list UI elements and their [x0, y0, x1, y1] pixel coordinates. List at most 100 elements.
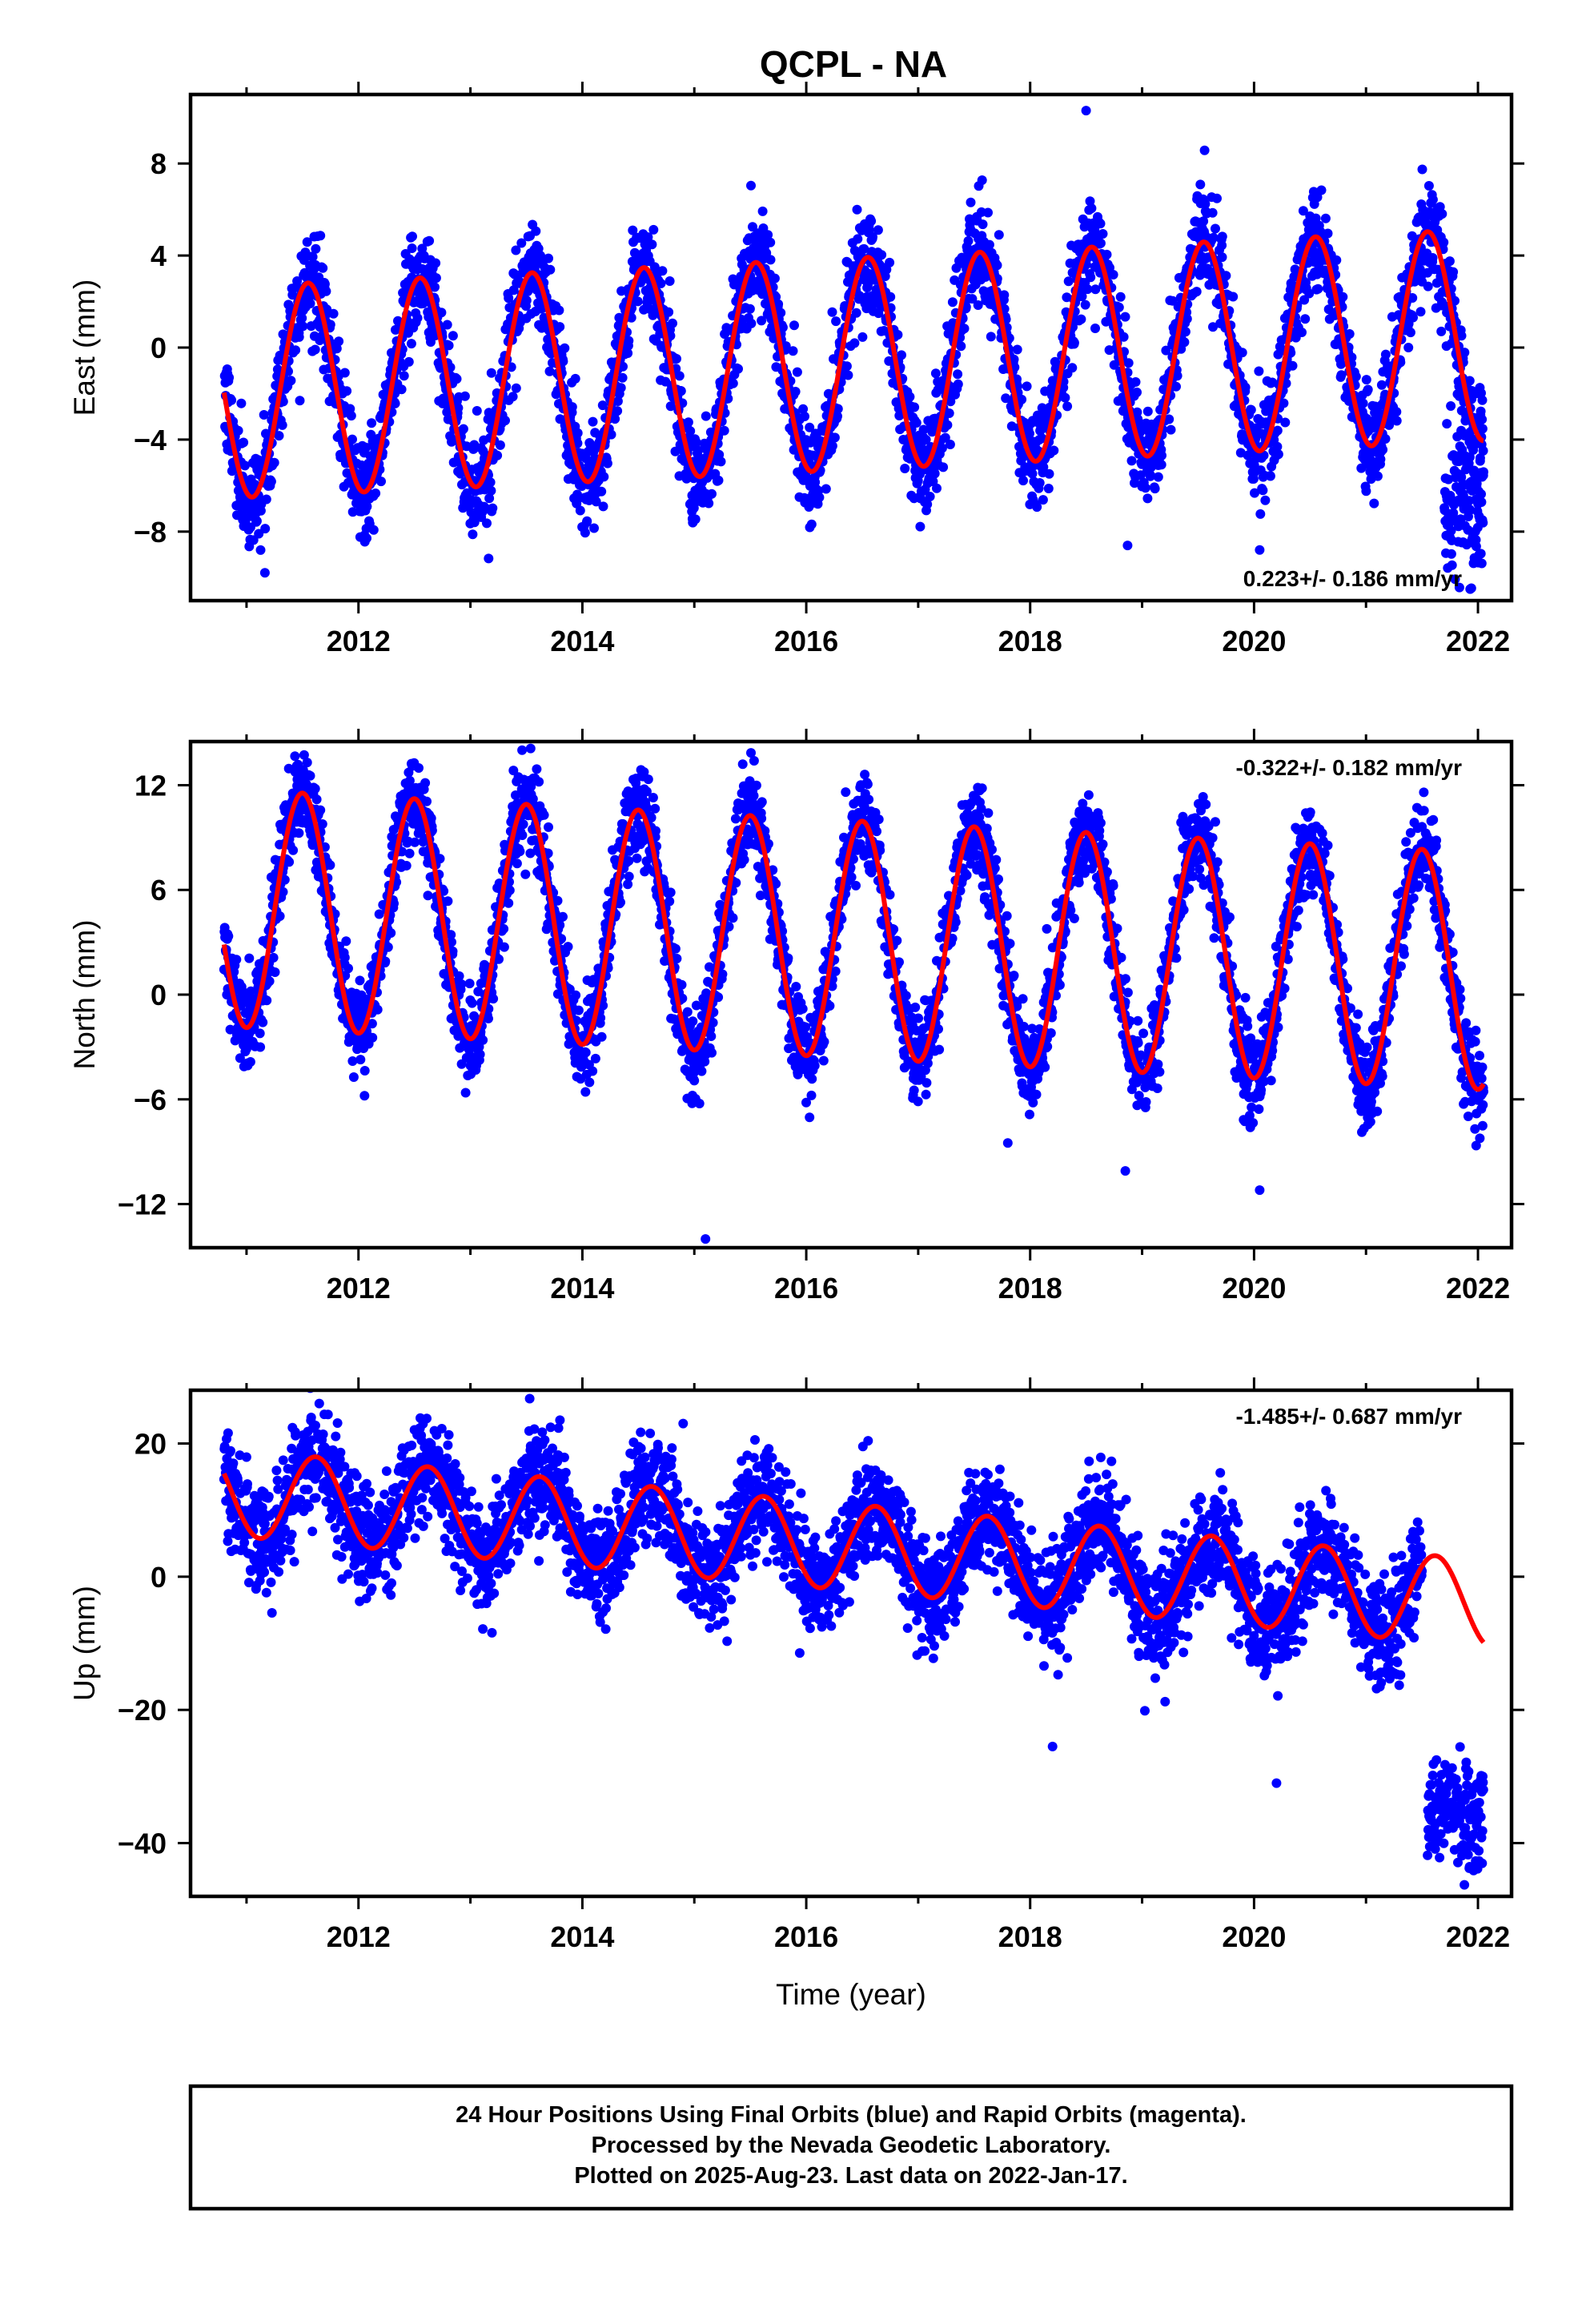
data-point	[517, 830, 528, 840]
data-point	[331, 344, 342, 354]
data-point	[1038, 462, 1049, 472]
data-point	[1423, 281, 1433, 292]
data-point	[827, 440, 837, 451]
data-point	[227, 395, 237, 405]
data-point	[261, 428, 271, 439]
data-point	[689, 503, 699, 513]
data-point	[1199, 145, 1210, 155]
data-point	[1460, 430, 1469, 440]
data-point	[245, 1057, 255, 1067]
data-point	[728, 378, 738, 388]
data-point	[1444, 256, 1455, 267]
data-point	[223, 931, 234, 941]
data-point	[1450, 574, 1460, 585]
data-point	[873, 225, 883, 235]
data-point	[1102, 249, 1112, 259]
data-point	[1439, 237, 1449, 247]
data-point	[355, 975, 365, 986]
data-point	[833, 404, 843, 414]
data-point	[745, 304, 755, 314]
data-point	[580, 528, 590, 538]
data-point	[1132, 407, 1142, 417]
data-point	[1025, 428, 1034, 439]
data-point	[259, 568, 270, 578]
data-point	[436, 308, 447, 318]
data-point	[624, 336, 634, 346]
data-point	[531, 226, 541, 236]
data-point	[430, 282, 440, 292]
data-point	[1423, 181, 1434, 191]
data-point	[1273, 449, 1283, 460]
data-point	[460, 1088, 471, 1098]
data-point	[460, 391, 470, 401]
data-point	[348, 1072, 359, 1082]
data-point	[1380, 349, 1391, 360]
data-point	[1369, 498, 1379, 509]
data-point	[1044, 468, 1054, 479]
data-point	[499, 942, 509, 952]
data-point	[1436, 326, 1447, 336]
data-point	[1250, 488, 1259, 498]
data-point	[1427, 195, 1438, 205]
data-point	[311, 794, 322, 805]
data-point	[612, 396, 623, 406]
data-point	[707, 489, 717, 499]
data-point	[484, 553, 494, 564]
data-point	[1126, 456, 1137, 466]
data-point	[1476, 406, 1486, 416]
data-point	[885, 292, 896, 302]
data-point	[251, 516, 262, 526]
data-point	[1476, 388, 1486, 398]
data-point	[1221, 271, 1231, 281]
data-point	[866, 216, 877, 226]
data-point	[1086, 203, 1097, 214]
data-point	[1316, 185, 1327, 195]
data-point	[1038, 495, 1048, 505]
data-point	[843, 370, 853, 380]
data-point	[1311, 213, 1321, 223]
data-point	[1351, 372, 1361, 382]
data-point	[690, 514, 701, 525]
data-point	[572, 438, 583, 448]
data-point	[401, 861, 412, 870]
data-point	[270, 967, 280, 977]
data-point	[545, 264, 556, 275]
data-point	[1086, 272, 1096, 283]
data-point	[1304, 288, 1315, 299]
data-point	[1280, 417, 1291, 428]
data-point	[482, 518, 492, 529]
data-point	[274, 431, 284, 441]
data-point	[446, 930, 456, 940]
data-point	[406, 339, 416, 349]
data-point	[1415, 307, 1426, 317]
data-point	[1331, 255, 1342, 265]
data-point	[942, 420, 953, 430]
y-axis-label: East (mm)	[68, 279, 101, 416]
data-point	[1090, 324, 1100, 333]
data-point	[410, 837, 420, 847]
data-point	[643, 232, 653, 243]
data-point	[1405, 328, 1415, 338]
data-point	[792, 367, 802, 377]
data-point	[1180, 327, 1191, 337]
data-point	[1468, 444, 1479, 455]
data-point	[713, 475, 724, 485]
data-point	[1012, 344, 1022, 355]
data-point	[305, 770, 315, 781]
data-point	[1049, 445, 1059, 456]
data-point	[1132, 387, 1142, 397]
data-point	[1069, 338, 1079, 348]
data-point	[277, 420, 287, 430]
data-point	[983, 207, 993, 218]
data-point	[371, 489, 381, 498]
data-point	[295, 396, 305, 406]
data-point	[1108, 270, 1118, 279]
data-point	[588, 416, 598, 427]
data-point	[442, 320, 452, 330]
data-point	[499, 923, 509, 934]
data-point	[945, 440, 955, 449]
data-point	[1265, 471, 1275, 481]
data-point	[1477, 414, 1488, 424]
data-point	[244, 953, 255, 963]
data-point	[386, 928, 396, 938]
